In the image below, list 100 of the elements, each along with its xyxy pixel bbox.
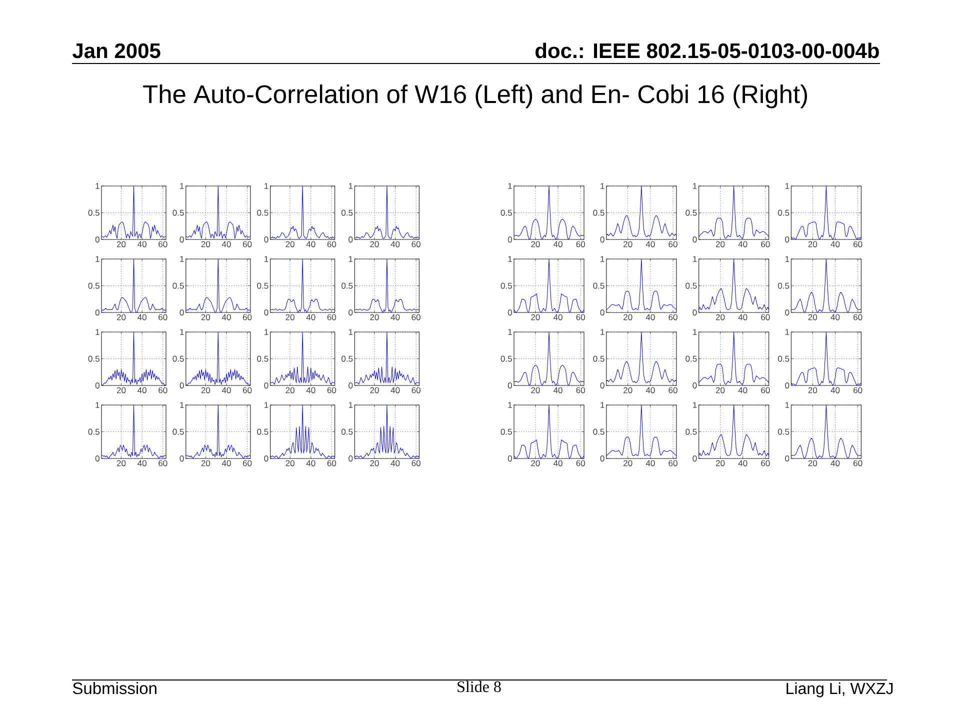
y-tick-label: 0.5 xyxy=(500,356,512,362)
x-tick-label: 20 xyxy=(116,387,126,394)
y-tick-label: 0 xyxy=(180,382,184,388)
line-series xyxy=(791,404,862,458)
x-tick-label: 60 xyxy=(576,314,586,320)
y-tick-label: 0 xyxy=(348,455,353,462)
x-tick-label: 40 xyxy=(554,314,562,320)
x-tick-label: 60 xyxy=(854,387,862,394)
y-tick-label: 0 xyxy=(692,309,697,316)
x-tick-label: 60 xyxy=(412,460,420,466)
y-tick-label: 1 xyxy=(264,402,268,408)
x-tick-label: 60 xyxy=(576,241,586,248)
x-tick-label: 60 xyxy=(158,241,168,248)
y-tick-label: 0.5 xyxy=(500,428,512,435)
x-tick-label: 40 xyxy=(554,241,562,248)
x-tick-label: 40 xyxy=(306,387,316,394)
x-tick-label: 20 xyxy=(201,314,210,320)
x-tick-label: 40 xyxy=(222,241,231,248)
text: doc.: IEEE 802.15-05-0103-00-004b xyxy=(536,42,879,58)
x-tick-label: 60 xyxy=(158,460,168,466)
x-tick-label: 40 xyxy=(554,387,562,394)
y-tick-label: 0 xyxy=(95,309,100,316)
y-tick-label: 0 xyxy=(508,382,512,388)
y-tick-label: 1 xyxy=(600,256,604,262)
x-tick-label: 40 xyxy=(390,460,400,466)
y-tick-label: 1 xyxy=(600,402,604,408)
x-tick-label: 20 xyxy=(624,241,632,248)
y-tick-label: 0 xyxy=(600,382,604,388)
x-tick-label: 20 xyxy=(370,387,379,394)
x-tick-label: 40 xyxy=(646,241,655,248)
y-tick-label: 1 xyxy=(180,329,184,335)
x-tick-label: 40 xyxy=(138,460,146,466)
y-tick-label: 0 xyxy=(264,455,268,462)
y-tick-label: 1 xyxy=(348,183,353,189)
x-tick-label: 60 xyxy=(242,314,252,320)
x-tick-label: 20 xyxy=(716,460,725,466)
x-tick-label: 20 xyxy=(286,241,294,248)
y-tick-label: 0.5 xyxy=(257,282,268,289)
y-tick-label: 0.5 xyxy=(778,210,790,216)
x-tick-label: 60 xyxy=(668,241,678,248)
line-series xyxy=(270,258,335,312)
y-tick-label: 0 xyxy=(180,236,184,242)
x-tick-label: 40 xyxy=(830,460,840,466)
y-tick-label: 0.5 xyxy=(342,210,353,216)
line-series xyxy=(606,186,676,238)
y-tick-label: 0 xyxy=(348,309,353,316)
x-tick-label: 40 xyxy=(738,314,748,320)
x-tick-label: 20 xyxy=(808,387,818,394)
text: The Auto-Correlation of W16 (Left) and En- Cobi 16 (Right) xyxy=(143,84,807,108)
x-tick-label: 20 xyxy=(624,387,632,394)
y-tick-label: 0.5 xyxy=(88,428,100,435)
x-tick-label: 60 xyxy=(412,314,420,320)
x-tick-label: 40 xyxy=(646,387,655,394)
y-tick-label: 0.5 xyxy=(593,210,604,216)
text: Liang Li, WXZJ xyxy=(786,682,893,698)
y-tick-label: 0 xyxy=(348,382,353,388)
y-tick-label: 1 xyxy=(693,402,697,408)
x-tick-label: 40 xyxy=(222,460,231,466)
x-tick-label: 20 xyxy=(624,460,632,466)
x-tick-label: 20 xyxy=(370,314,379,320)
x-tick-label: 40 xyxy=(738,241,748,248)
y-tick-label: 1 xyxy=(600,329,604,335)
y-tick-label: 0.5 xyxy=(172,428,184,435)
y-tick-label: 1 xyxy=(348,329,353,335)
text: Submission xyxy=(72,682,156,694)
y-tick-label: 0.5 xyxy=(686,356,697,362)
y-tick-label: 1 xyxy=(693,183,697,189)
y-tick-label: 1 xyxy=(264,183,268,189)
y-tick-label: 0.5 xyxy=(686,210,697,216)
y-tick-label: 0.5 xyxy=(88,356,100,362)
y-tick-label: 0 xyxy=(785,382,790,388)
x-tick-label: 40 xyxy=(138,387,146,394)
y-tick-label: 0 xyxy=(180,309,184,316)
line-series xyxy=(270,332,335,385)
x-tick-label: 40 xyxy=(138,241,146,248)
x-tick-label: 60 xyxy=(576,387,586,394)
y-tick-label: 1 xyxy=(508,183,512,189)
x-tick-label: 60 xyxy=(158,387,168,394)
y-tick-label: 0.5 xyxy=(257,428,268,435)
y-tick-label: 0 xyxy=(95,455,100,462)
y-tick-label: 0.5 xyxy=(88,210,100,216)
y-tick-label: 0.5 xyxy=(686,428,697,435)
x-tick-label: 40 xyxy=(738,460,748,466)
x-tick-label: 60 xyxy=(242,241,252,248)
x-tick-label: 60 xyxy=(854,241,862,248)
y-tick-label: 1 xyxy=(264,329,268,335)
x-tick-label: 60 xyxy=(576,460,586,466)
line-series xyxy=(791,258,862,312)
x-tick-label: 40 xyxy=(138,314,146,320)
y-tick-label: 1 xyxy=(508,329,512,335)
y-tick-label: 0.5 xyxy=(342,282,353,289)
y-tick-label: 0.5 xyxy=(342,428,353,435)
x-tick-label: 40 xyxy=(390,241,400,248)
x-tick-label: 40 xyxy=(306,241,316,248)
y-tick-label: 0.5 xyxy=(172,282,184,289)
x-tick-label: 40 xyxy=(646,460,655,466)
x-tick-label: 60 xyxy=(327,387,336,394)
x-tick-label: 20 xyxy=(808,460,818,466)
line-series xyxy=(102,332,166,386)
x-tick-label: 40 xyxy=(306,460,316,466)
